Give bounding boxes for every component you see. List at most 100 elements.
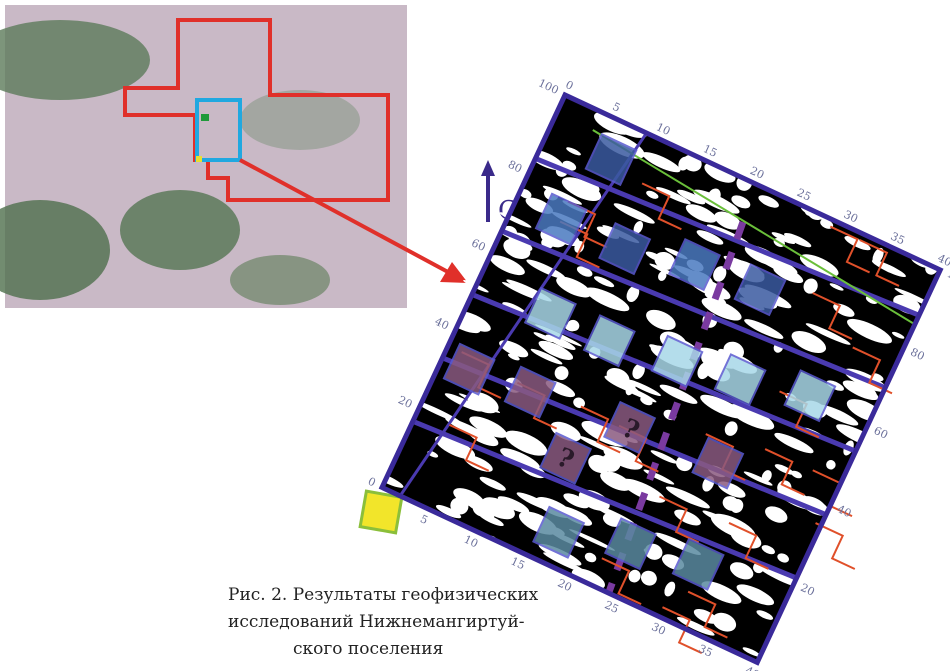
texture-blob: [508, 353, 520, 361]
texture-blob: [640, 570, 657, 586]
texture-blob: [744, 319, 784, 339]
texture-blob: [731, 195, 751, 209]
texture-blob: [593, 276, 615, 288]
texture-blob: [646, 309, 676, 331]
scale-label: 40: [433, 315, 451, 333]
texture-blob: [584, 552, 597, 563]
texture-blob: [545, 334, 576, 350]
scale-label: 100: [945, 267, 950, 288]
map-overlay: [398, 129, 921, 654]
texture-blob: [713, 266, 727, 282]
pointer-arrow-head: [440, 262, 468, 283]
texture-blob: [600, 471, 632, 491]
texture-blob: [602, 513, 622, 527]
texture-blob: [632, 363, 645, 380]
texture-blob: [569, 529, 615, 551]
scale-label: 100: [536, 76, 561, 97]
texture-blob: [561, 177, 602, 201]
texture-blob: [730, 499, 744, 513]
scale-label: 20: [799, 581, 817, 599]
anomaly-outline: [859, 239, 900, 287]
texture-blob: [578, 435, 617, 455]
texture-blob: [701, 297, 742, 321]
feature-square: [603, 517, 658, 571]
texture-blob: [479, 476, 506, 491]
scale-label: 10: [654, 120, 672, 138]
texture-blob: [613, 203, 655, 224]
feature-square: [534, 192, 588, 246]
texture-blob: [756, 610, 774, 620]
texture-blob: [646, 190, 659, 199]
texture-blob: [871, 373, 884, 382]
anomaly-outline: [829, 225, 871, 274]
texture-blob: [469, 416, 508, 438]
feature-square: [691, 436, 745, 490]
texture-blob: [563, 493, 590, 509]
texture-blob: [836, 424, 882, 448]
scale-label: 20: [556, 576, 574, 594]
scale-label: 15: [509, 555, 527, 573]
feature-square: [671, 537, 725, 591]
scale-label: 80: [506, 158, 524, 176]
texture-blob: [658, 270, 667, 281]
texture-blob: [600, 453, 621, 472]
texture-blob: [761, 470, 772, 483]
scale-label: 5: [610, 100, 622, 115]
scale-label: 60: [469, 236, 487, 254]
survey-line: [411, 418, 798, 581]
texture-blob: [805, 323, 851, 345]
scale-label: 30: [649, 620, 667, 638]
caption-line: Рис. 2. Результаты геофизических: [228, 585, 539, 605]
scale-label: 40: [835, 502, 853, 520]
texture-blob: [490, 255, 525, 276]
anomaly-outline: [448, 423, 490, 472]
north-arrow-head: [481, 160, 495, 176]
texture-blob: [829, 283, 844, 291]
texture-blob: [710, 513, 756, 540]
caption-line: ского поселения: [293, 639, 444, 659]
texture-blob: [621, 478, 666, 503]
texture-blob: [784, 232, 812, 248]
scale-label: 0: [366, 475, 378, 490]
texture-blob: [704, 162, 736, 183]
texture-blob: [771, 232, 796, 245]
texture-blob: [500, 448, 541, 470]
texture-blob: [533, 332, 554, 343]
scale-label: 10: [462, 533, 480, 551]
texture-blob: [655, 186, 691, 205]
texture-blob: [502, 282, 540, 301]
texture-blob: [467, 428, 499, 447]
scale-label: 20: [396, 393, 414, 411]
feature-square: [667, 238, 722, 292]
anomaly-outline: [764, 448, 805, 496]
anomaly-outline: [728, 522, 769, 570]
scale-label: 35: [889, 230, 907, 248]
texture-blob: [665, 486, 710, 509]
feature-square: [532, 505, 586, 559]
feature-square: [523, 286, 577, 340]
scale-label: 40: [936, 252, 950, 270]
texture-blob: [685, 204, 717, 223]
texture-blob: [594, 112, 632, 135]
scale-label: 20: [748, 164, 766, 182]
texture-blob: [626, 379, 662, 396]
scale-label: 60: [872, 424, 890, 442]
texture-blob: [464, 455, 493, 472]
texture-blob: [526, 259, 566, 279]
survey-line: [398, 132, 648, 497]
feature-square: [650, 334, 704, 388]
texture-blob: [777, 480, 792, 495]
texture-blob: [774, 432, 814, 454]
scale-label: 40: [743, 664, 761, 671]
texture-blob: [820, 219, 834, 229]
feature-square: [602, 400, 657, 455]
texture-blob: [585, 287, 630, 312]
scale-label: 15: [701, 142, 719, 160]
feature-square: [598, 222, 652, 276]
texture-blob: [556, 276, 592, 298]
texture-blob: [642, 152, 681, 173]
texture-blob: [435, 504, 462, 519]
feature-square: [582, 314, 636, 368]
texture-blob: [573, 397, 585, 409]
